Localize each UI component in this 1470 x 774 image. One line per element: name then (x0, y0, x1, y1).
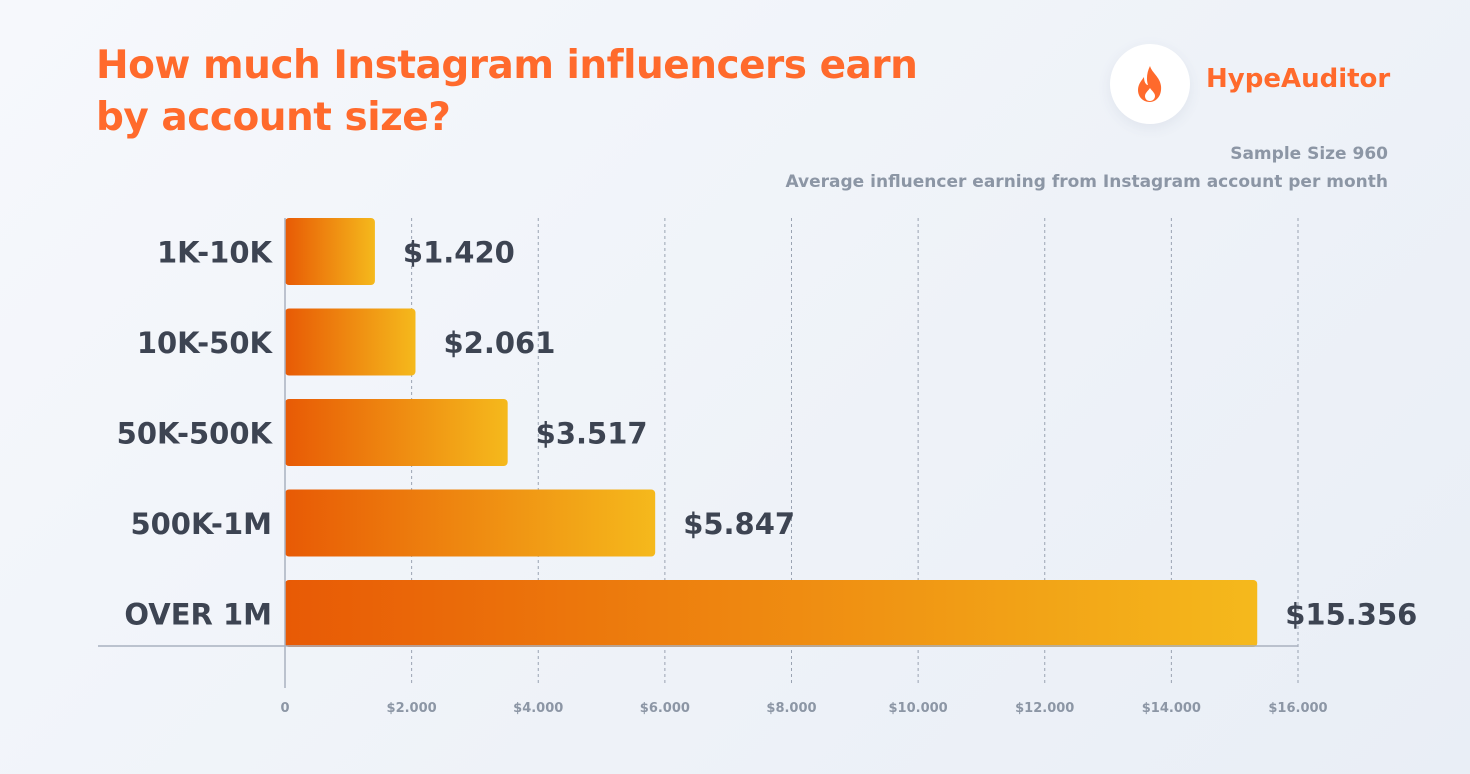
category-label: OVER 1M (124, 598, 272, 632)
bar-10k-50k (285, 308, 416, 376)
labels: 0 $2.000 $4.000 $6.000 $8.000 $10.000 $12.000 $… (117, 236, 1418, 717)
x-tick-label: $2.000 (387, 701, 437, 716)
sample-size: Sample Size 960 (1230, 144, 1388, 164)
x-tick-label: 0 (280, 701, 289, 716)
bars (285, 218, 1258, 647)
category-label: 10K-50K (137, 326, 274, 360)
bar-over-1m (285, 580, 1258, 647)
flame-icon (1138, 66, 1162, 102)
value-label: $5.847 (683, 507, 795, 541)
x-tick-label: $16.000 (1268, 701, 1327, 716)
category-label: 500K-1M (130, 507, 272, 541)
bar-50k-500k (285, 399, 508, 466)
chart-title: How much Instagram influencers earn by a… (96, 40, 996, 144)
category-label: 50K-500K (117, 417, 274, 451)
x-tick-label: $12.000 (1015, 701, 1074, 716)
x-tick-label: $10.000 (889, 701, 948, 716)
bar-500k-1m (285, 489, 656, 557)
bar-1k-10k (285, 218, 375, 285)
x-tick-label: $14.000 (1142, 701, 1201, 716)
logo-badge (1110, 44, 1190, 124)
chart-description: Average influencer earning from Instagra… (785, 172, 1389, 192)
category-label: 1K-10K (157, 236, 274, 270)
x-tick-label: $6.000 (640, 701, 690, 716)
value-label: $2.061 (443, 326, 555, 360)
axes (98, 218, 1298, 688)
value-label: $1.420 (403, 236, 515, 270)
x-tick-label: $8.000 (766, 701, 816, 716)
brand-name: HypeAuditor (1206, 64, 1391, 94)
value-label: $15.356 (1285, 598, 1417, 632)
title-line-2: by account size? (96, 95, 451, 140)
x-tick-label: $4.000 (513, 701, 563, 716)
value-label: $3.517 (536, 417, 648, 451)
title-line-1: How much Instagram influencers earn (96, 43, 918, 88)
